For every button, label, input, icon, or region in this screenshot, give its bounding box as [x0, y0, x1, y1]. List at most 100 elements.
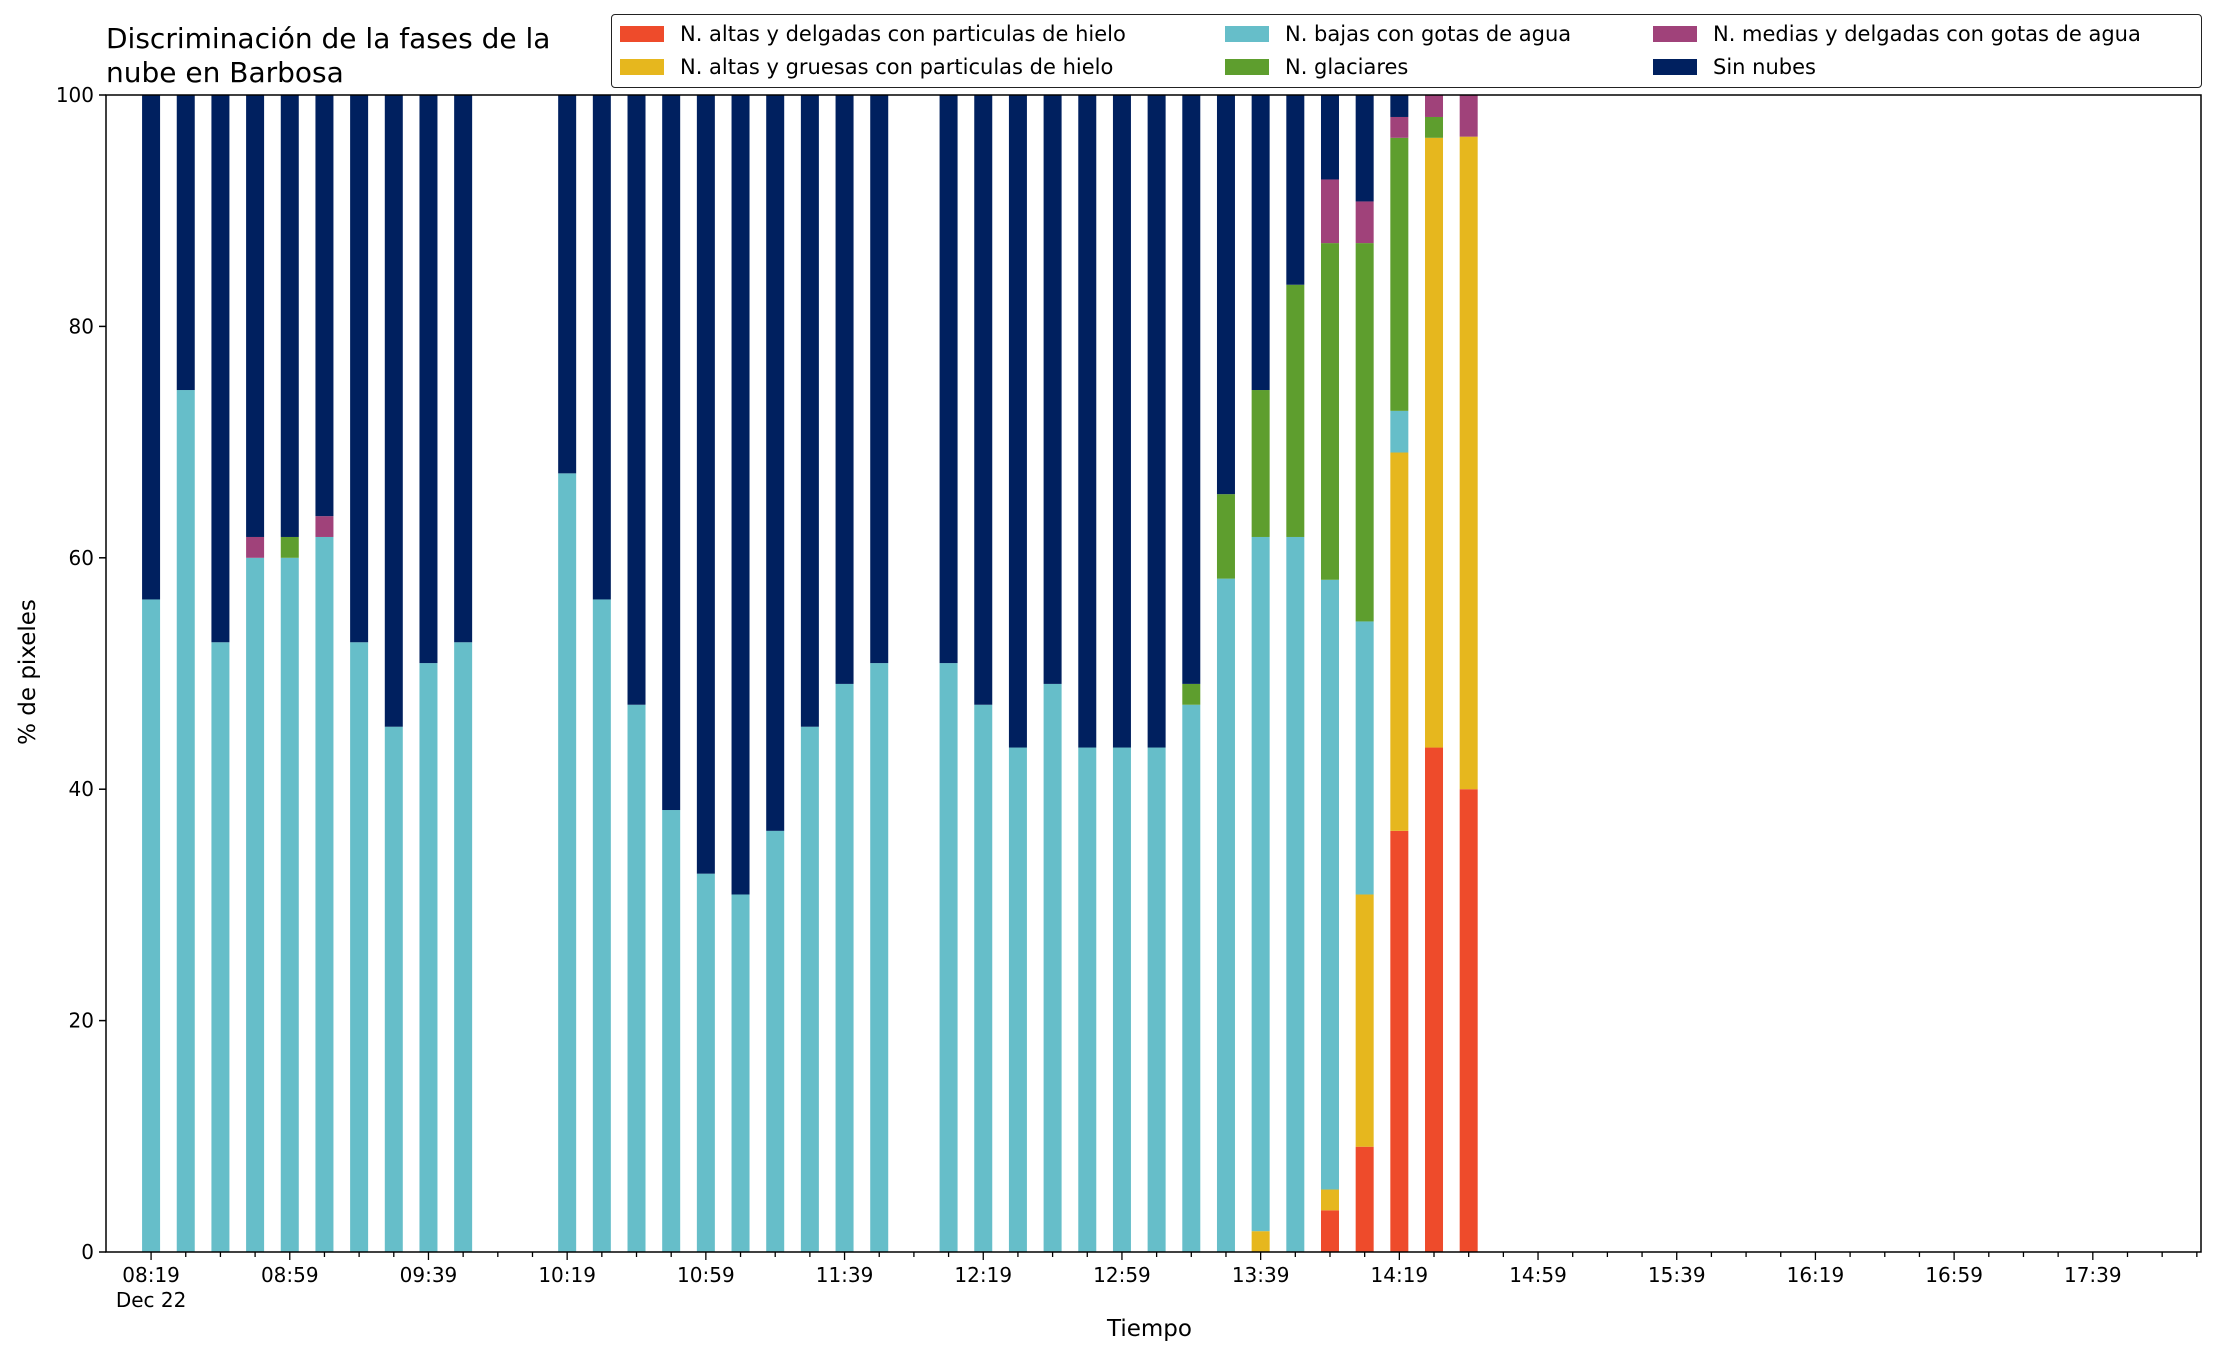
bar-segment — [800, 726, 819, 1252]
bar-segment — [1355, 95, 1374, 202]
bar-segment — [1043, 683, 1062, 1252]
bar-segment — [835, 683, 854, 1252]
x-tick-label: 12:19 — [954, 1263, 1012, 1287]
bar-segment — [1320, 243, 1339, 580]
bar-segment — [1459, 789, 1478, 1252]
bars-group — [142, 95, 1478, 1252]
legend-swatch — [1653, 59, 1697, 75]
bar-segment — [696, 873, 715, 1252]
bar-segment — [1320, 579, 1339, 1190]
bar-segment — [246, 557, 265, 1252]
bar-segment — [1112, 747, 1131, 1252]
bar-segment — [1008, 747, 1027, 1252]
bar-segment — [870, 663, 889, 1252]
bar-segment — [627, 95, 646, 705]
bar-segment — [1286, 284, 1305, 537]
bar-segment — [1286, 536, 1305, 1252]
bar-segment — [662, 95, 681, 811]
bar-segment — [280, 95, 299, 537]
x-tick-label: 17:39 — [2064, 1263, 2122, 1287]
bar-segment — [1355, 621, 1374, 895]
legend-item: N. altas y gruesas con particulas de hie… — [620, 52, 1113, 82]
x-tick-label: 16:59 — [1925, 1263, 1983, 1287]
bar-segment — [1251, 1231, 1270, 1252]
bar-segment — [1425, 747, 1444, 1252]
bar-segment — [696, 95, 715, 874]
legend-label: N. glaciares — [1285, 55, 1409, 79]
legend-item: N. altas y delgadas con particulas de hi… — [620, 19, 1126, 49]
bar-segment — [1425, 95, 1444, 117]
bar-segment — [800, 95, 819, 727]
bar-segment — [176, 95, 195, 391]
x-tick-label: 14:19 — [1371, 1263, 1429, 1287]
bar-segment — [592, 95, 611, 600]
bar-segment — [558, 473, 577, 1252]
bar-segment — [1320, 1189, 1339, 1211]
y-tick-label: 40 — [69, 777, 94, 801]
bar-segment — [280, 557, 299, 1252]
x-tick-label: 11:39 — [816, 1263, 874, 1287]
legend-label: N. medias y delgadas con gotas de agua — [1713, 22, 2141, 46]
legend-swatch — [1225, 59, 1269, 75]
bar-segment — [1216, 578, 1235, 1252]
bar-segment — [1112, 95, 1131, 748]
bar-segment — [1008, 95, 1027, 748]
bar-segment — [939, 663, 958, 1252]
legend-swatch — [620, 26, 664, 42]
bar-segment — [974, 704, 993, 1252]
axes-frame — [105, 94, 2202, 1253]
bar-segment — [1078, 95, 1097, 748]
bar-segment — [384, 726, 403, 1252]
bar-segment — [1390, 95, 1409, 117]
bar-segment — [1355, 1146, 1374, 1252]
legend-swatch — [1225, 26, 1269, 42]
legend: N. altas y delgadas con particulas de hi… — [611, 14, 2202, 88]
bar-segment — [1355, 201, 1374, 244]
x-tick-label: 08:59 — [261, 1263, 319, 1287]
x-axis-label: Tiempo — [1107, 1316, 1192, 1342]
bar-segment — [1459, 95, 1478, 137]
x-tick-label: 12:59 — [1093, 1263, 1151, 1287]
bar-segment — [211, 642, 230, 1252]
bar-segment — [662, 810, 681, 1252]
y-axis-label: % de pixeles — [15, 599, 41, 745]
bar-segment — [1182, 95, 1201, 684]
y-tick-label: 60 — [69, 546, 94, 570]
bar-segment — [419, 663, 438, 1252]
bar-segment — [1251, 536, 1270, 1232]
bar-segment — [870, 95, 889, 664]
bar-segment — [454, 642, 473, 1252]
bar-segment — [246, 95, 265, 537]
bar-segment — [142, 599, 161, 1252]
legend-item: N. bajas con gotas de agua — [1225, 19, 1571, 49]
y-tick-label: 80 — [69, 314, 94, 338]
bar-segment — [1147, 95, 1166, 748]
x-tick-label: 09:39 — [400, 1263, 458, 1287]
y-tick-label: 100 — [56, 83, 94, 107]
bar-segment — [1425, 137, 1444, 748]
bar-segment — [176, 390, 195, 1252]
bar-segment — [592, 599, 611, 1252]
bar-segment — [558, 95, 577, 474]
legend-swatch — [620, 59, 664, 75]
y-axis: 0 20 40 60 80 100 — [56, 83, 106, 1264]
bar-segment — [766, 95, 785, 831]
bar-segment — [1425, 116, 1444, 138]
bar-segment — [419, 95, 438, 664]
bar-segment — [1043, 95, 1062, 684]
chart-title-line: Discriminación de la fases de la — [106, 22, 551, 55]
legend-label: N. altas y delgadas con particulas de hi… — [680, 22, 1126, 46]
x-tick-label: 08:19 — [122, 1263, 180, 1287]
bar-segment — [1286, 95, 1305, 285]
legend-item: N. glaciares — [1225, 52, 1408, 82]
legend-item: N. medias y delgadas con gotas de agua — [1653, 19, 2141, 49]
legend-swatch — [1653, 26, 1697, 42]
bar-segment — [1390, 452, 1409, 831]
bar-segment — [142, 95, 161, 600]
bar-segment — [350, 95, 369, 643]
x-tick-label: 13:39 — [1232, 1263, 1290, 1287]
bar-segment — [1147, 747, 1166, 1252]
chart-title-line: nube en Barbosa — [106, 56, 344, 89]
x-tick-label: 16:19 — [1787, 1263, 1845, 1287]
